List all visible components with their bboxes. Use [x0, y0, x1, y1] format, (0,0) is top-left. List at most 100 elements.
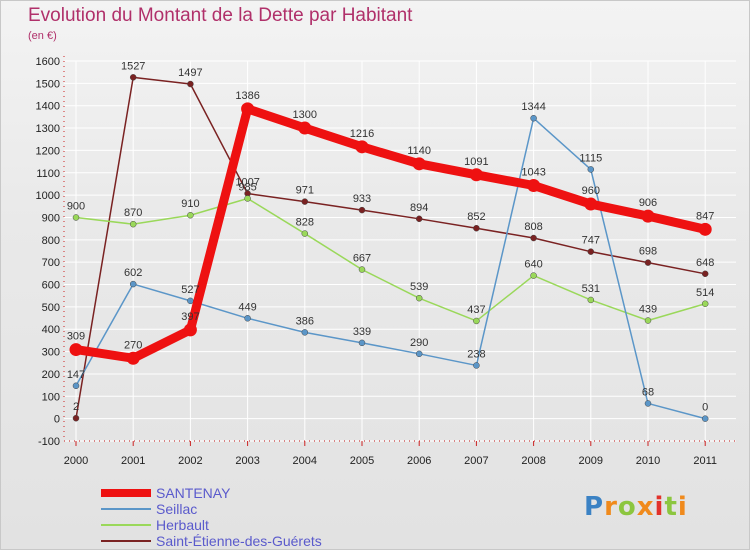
x-tick-label: 2007	[464, 455, 488, 467]
data-label: 828	[296, 217, 314, 229]
data-label: 238	[467, 348, 485, 360]
data-label: 1091	[464, 156, 488, 168]
data-point	[241, 102, 255, 116]
data-label: 971	[296, 185, 314, 197]
data-point	[587, 248, 595, 255]
series-saint-etienne-des-guerets	[72, 74, 709, 422]
data-point	[301, 329, 309, 336]
y-tick-label: 600	[42, 280, 60, 292]
axes: -100 0 100 200 300 400 500 600 700 800 900 1000 1100…	[36, 56, 736, 467]
data-label: 1043	[521, 167, 545, 179]
data-point	[527, 179, 541, 193]
data-point	[183, 323, 197, 337]
data-label: 527	[181, 284, 199, 296]
grid-lines	[64, 60, 736, 442]
data-label: 397	[181, 311, 199, 323]
series-line	[75, 76, 706, 419]
data-label: 847	[696, 210, 714, 222]
series-line	[75, 197, 706, 322]
data-point	[72, 414, 80, 422]
data-label: 602	[124, 267, 142, 279]
data-point	[530, 114, 537, 122]
data-point	[301, 230, 309, 237]
data-point	[473, 224, 480, 232]
data-label: 1497	[178, 67, 202, 79]
data-point	[415, 294, 423, 302]
data-label: 640	[524, 259, 542, 271]
data-point	[298, 121, 312, 135]
data-label: 539	[410, 281, 428, 293]
y-tick-label: 700	[42, 257, 60, 269]
y-tick-label: 800	[42, 235, 60, 247]
data-point	[584, 197, 598, 211]
y-tick-label: 300	[42, 347, 60, 359]
data-point	[644, 259, 652, 266]
x-tick-label: 2006	[407, 455, 431, 467]
data-point	[587, 296, 595, 304]
legend-label: Seillac	[156, 501, 198, 517]
data-labels: 2 1527 1497 1007 971 933 894 852 808 747 698 648 900…	[67, 60, 715, 413]
x-tick-label: 2009	[579, 455, 603, 467]
legend-swatch	[101, 540, 151, 542]
data-point	[129, 74, 137, 81]
data-point	[244, 195, 251, 202]
data-label: 1140	[407, 145, 431, 157]
y-tick-label: 900	[42, 212, 60, 224]
data-point	[698, 222, 712, 236]
data-label: 147	[67, 369, 85, 381]
data-label: 290	[410, 337, 428, 349]
data-label: 667	[353, 253, 371, 265]
legend-label: Herbault	[156, 517, 209, 533]
data-label: 985	[238, 181, 256, 193]
data-label: 852	[467, 211, 485, 223]
y-tick-label: 200	[42, 369, 60, 381]
data-point	[415, 350, 423, 358]
series-line	[75, 104, 707, 363]
data-point	[301, 198, 309, 205]
data-point	[358, 339, 366, 347]
data-label: 910	[181, 198, 199, 210]
data-label: 270	[124, 339, 142, 351]
y-tick-label: 1400	[36, 101, 60, 113]
legend-label: Saint-Étienne-des-Guérets	[156, 533, 322, 549]
y-tick-label: 100	[42, 391, 60, 403]
legend-swatch	[101, 489, 151, 497]
data-point	[415, 215, 423, 223]
legend-label: SANTENAY	[156, 485, 231, 501]
data-point	[358, 206, 366, 214]
data-label: 960	[582, 185, 600, 197]
data-label: 2	[73, 401, 79, 413]
x-tick-label: 2005	[350, 455, 374, 467]
data-label: 1344	[521, 101, 545, 113]
series-seillac	[72, 114, 709, 422]
data-point	[187, 80, 194, 88]
data-label: 1300	[293, 109, 317, 121]
data-point	[358, 266, 366, 273]
y-tick-label: 1000	[36, 190, 60, 202]
data-label: 1386	[235, 90, 259, 102]
data-label: 747	[582, 235, 600, 247]
y-tick-label: 1300	[36, 123, 60, 135]
data-label: 309	[67, 331, 85, 343]
y-tick-label: 1600	[36, 56, 60, 68]
data-point	[244, 315, 251, 322]
data-label: 870	[124, 207, 142, 219]
data-label: 339	[353, 326, 371, 338]
data-label: 906	[639, 197, 657, 209]
x-tick-label: 2003	[235, 455, 259, 467]
data-point	[644, 400, 652, 407]
data-point	[72, 214, 80, 221]
data-point	[355, 140, 369, 154]
data-point	[473, 317, 480, 325]
data-point	[129, 280, 137, 288]
x-tick-label: 2001	[121, 455, 145, 467]
data-label: 1007	[235, 177, 259, 189]
x-tick-label: 2008	[521, 455, 545, 467]
x-tick-label: 2010	[636, 455, 660, 467]
data-point	[72, 382, 80, 390]
data-label: 514	[696, 287, 714, 299]
chart-subtitle: (en €)	[28, 30, 57, 42]
series-layer	[69, 74, 712, 422]
series-herbault	[72, 195, 709, 325]
